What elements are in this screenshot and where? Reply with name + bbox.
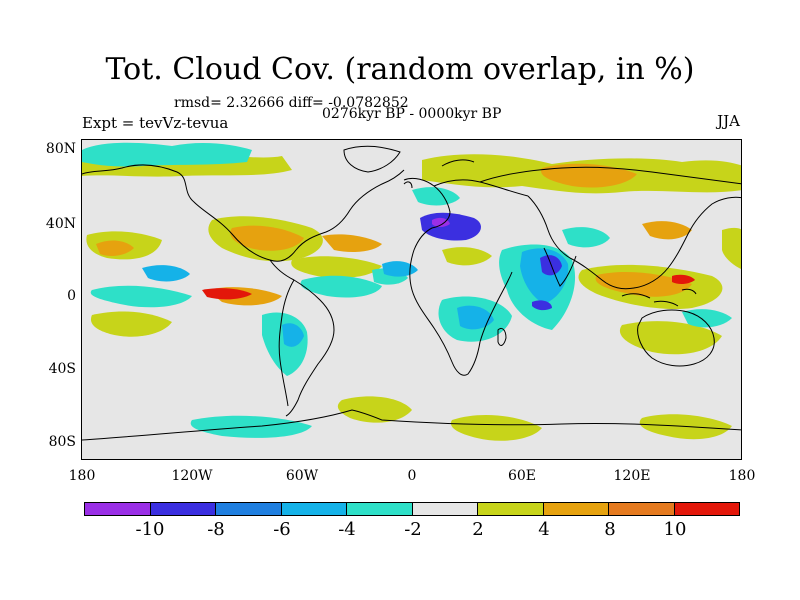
x-tick-label: 180 [728, 468, 756, 484]
colorbar [84, 502, 740, 516]
colorbar-label: -10 [135, 519, 165, 540]
period-label: 0276kyr BP - 0000kyr BP [322, 106, 502, 122]
x-tick-label: 120W [171, 468, 213, 484]
y-tick-label: 80N [45, 141, 76, 157]
y-tick-label: 80S [48, 434, 76, 450]
colorbar-swatch [478, 503, 544, 515]
colorbar-label: 8 [604, 519, 616, 540]
colorbar-swatch [281, 503, 347, 515]
y-tick-label: 0 [67, 288, 76, 304]
x-tick-label: 60W [285, 468, 319, 484]
chart-title: Tot. Cloud Cov. (random overlap, in %) [105, 52, 695, 87]
map-field [82, 142, 741, 441]
y-tick-label: 40N [45, 216, 76, 232]
colorbar-label: -4 [338, 519, 356, 540]
colorbar-label: -2 [404, 519, 422, 540]
coastlines [82, 145, 741, 441]
colorbar-swatch [85, 503, 151, 515]
season-label: JJA [717, 112, 740, 130]
colorbar-swatch [347, 503, 413, 515]
colorbar-label: 2 [472, 519, 484, 540]
colorbar-swatch [609, 503, 675, 515]
red-anomaly-patches [202, 274, 695, 300]
x-tick-label: 180 [68, 468, 96, 484]
colorbar-swatch [216, 503, 282, 515]
orange-anomaly-patches [96, 163, 692, 306]
x-tick-label: 0 [407, 468, 417, 484]
colorbar-swatch [543, 503, 609, 515]
colorbar-label: -6 [273, 519, 291, 540]
map-panel [81, 139, 742, 460]
colorbar-swatch [674, 503, 739, 515]
x-tick-label: 120E [613, 468, 651, 484]
y-tick-label: 40S [48, 361, 76, 377]
colorbar-label: -8 [207, 519, 225, 540]
stats-label: rmsd= 2.32666 diff= -0.0782852 [174, 95, 409, 111]
colorbar-label: 4 [538, 519, 550, 540]
x-tick-label: 60E [507, 468, 537, 484]
colorbar-swatch [412, 503, 478, 515]
violet-anomaly-patches [432, 217, 450, 227]
colorbar-swatch [150, 503, 216, 515]
colorbar-label: 10 [663, 519, 687, 540]
experiment-label: Expt = tevVz-tevua [82, 114, 229, 132]
